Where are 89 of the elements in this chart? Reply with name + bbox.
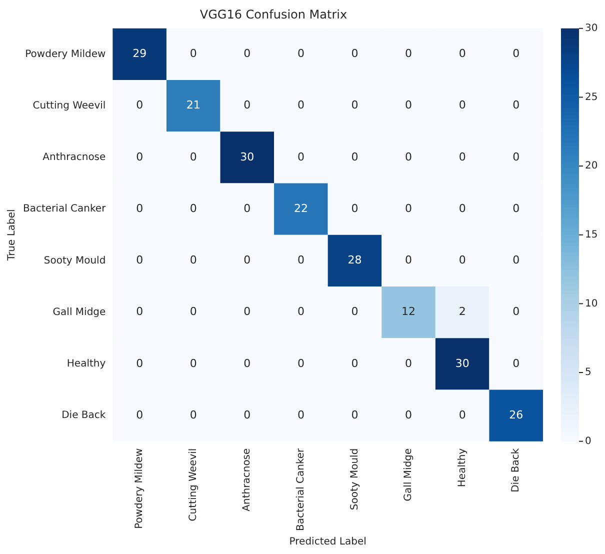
- data-label: 0: [297, 305, 304, 318]
- data-label: 0: [512, 254, 520, 267]
- y-axis-title: True Label: [6, 209, 18, 262]
- data-label: 30: [240, 150, 254, 164]
- data-label: 0: [297, 408, 304, 422]
- data-label: 0: [190, 47, 197, 60]
- x-tick-label: Healthy: [456, 448, 468, 488]
- y-tick-label: Powdery Mildew: [25, 48, 106, 60]
- data-label: 0: [244, 202, 251, 215]
- data-label: 0: [136, 150, 144, 164]
- data-label: 0: [405, 98, 412, 112]
- data-label: 0: [136, 356, 144, 370]
- data-label: 0: [458, 150, 466, 164]
- data-label: 0: [512, 150, 520, 164]
- data-label: 22: [294, 202, 308, 215]
- data-label: 0: [136, 98, 144, 112]
- data-label: 28: [348, 254, 362, 267]
- color-bar-label: 25: [585, 92, 598, 103]
- data-label: 0: [351, 47, 358, 60]
- data-label: 0: [458, 202, 466, 215]
- y-tick-label: Healthy: [66, 358, 106, 370]
- color-bar-label: 0: [585, 436, 592, 447]
- y-tick-label: Anthracnose: [42, 152, 106, 164]
- data-label: 0: [351, 356, 358, 370]
- data-label: 0: [512, 356, 520, 370]
- x-axis-title: Predicted Label: [289, 536, 366, 548]
- data-label: 0: [190, 254, 197, 267]
- data-label: 0: [458, 98, 466, 112]
- data-label: 0: [190, 356, 197, 370]
- color-bar-label: 10: [585, 298, 598, 310]
- data-label: 0: [244, 305, 251, 318]
- x-tick-label: Die Back: [510, 448, 522, 492]
- data-label: 0: [297, 150, 304, 164]
- data-label: 0: [458, 408, 466, 422]
- x-tick-label: Gall Midge: [403, 448, 414, 502]
- data-label: 0: [512, 202, 520, 215]
- data-label: 0: [244, 356, 251, 370]
- x-tick-label: Sooty Mould: [349, 448, 360, 510]
- y-tick-label: Die Back: [62, 410, 106, 422]
- x-tick-label: Cutting Weevil: [188, 448, 199, 522]
- data-label: 0: [351, 150, 358, 164]
- data-label: 0: [351, 98, 358, 112]
- y-tick-label: Bacterial Canker: [22, 204, 107, 215]
- data-label: 0: [512, 47, 520, 60]
- data-label: 0: [405, 356, 412, 370]
- data-label: 0: [136, 305, 144, 318]
- data-label: 0: [297, 356, 304, 370]
- color-bar-label: 15: [585, 229, 598, 240]
- data-label: 0: [458, 47, 466, 60]
- data-label: 0: [244, 254, 251, 267]
- data-label: 0: [458, 254, 466, 267]
- data-label: 0: [190, 202, 197, 215]
- y-tick-label: Sooty Mould: [44, 255, 106, 266]
- color-bar-label: 20: [585, 160, 598, 172]
- chart-title: VGG16 Confusion Matrix: [200, 7, 348, 22]
- data-label: 0: [405, 47, 412, 60]
- data-label: 21: [186, 98, 200, 112]
- data-label: 0: [136, 408, 144, 422]
- data-label: 0: [512, 98, 520, 112]
- x-tick-label: Anthracnose: [242, 448, 253, 512]
- color-bar-label: 5: [585, 367, 592, 378]
- data-label: 0: [297, 47, 304, 60]
- data-label: 0: [244, 98, 251, 112]
- data-label: 2: [458, 305, 466, 318]
- data-label: 0: [351, 305, 358, 318]
- data-label: 0: [136, 254, 144, 267]
- data-label: 0: [297, 254, 304, 267]
- data-label: 0: [512, 305, 520, 318]
- data-label: 0: [190, 150, 197, 164]
- data-label: 0: [405, 150, 412, 164]
- data-label: 0: [244, 408, 251, 422]
- data-label: 0: [405, 202, 412, 215]
- data-label: 26: [509, 408, 524, 422]
- data-label: 29: [132, 47, 147, 60]
- data-label: 0: [351, 202, 358, 215]
- y-tick-label: Cutting Weevil: [32, 100, 106, 112]
- data-label: 0: [297, 98, 304, 112]
- data-label: 12: [402, 305, 416, 318]
- y-tick-label: Gall Midge: [52, 306, 106, 318]
- data-label: 30: [455, 356, 470, 370]
- data-label: 0: [351, 408, 358, 422]
- data-label: 0: [190, 408, 197, 422]
- x-tick-label: Bacterial Canker: [296, 447, 307, 532]
- data-label: 0: [136, 202, 144, 215]
- color-bar-label: 30: [585, 22, 598, 34]
- data-label: 0: [244, 47, 251, 60]
- data-label: 0: [405, 254, 412, 267]
- data-label: 0: [190, 305, 197, 318]
- data-label: 0: [405, 408, 412, 422]
